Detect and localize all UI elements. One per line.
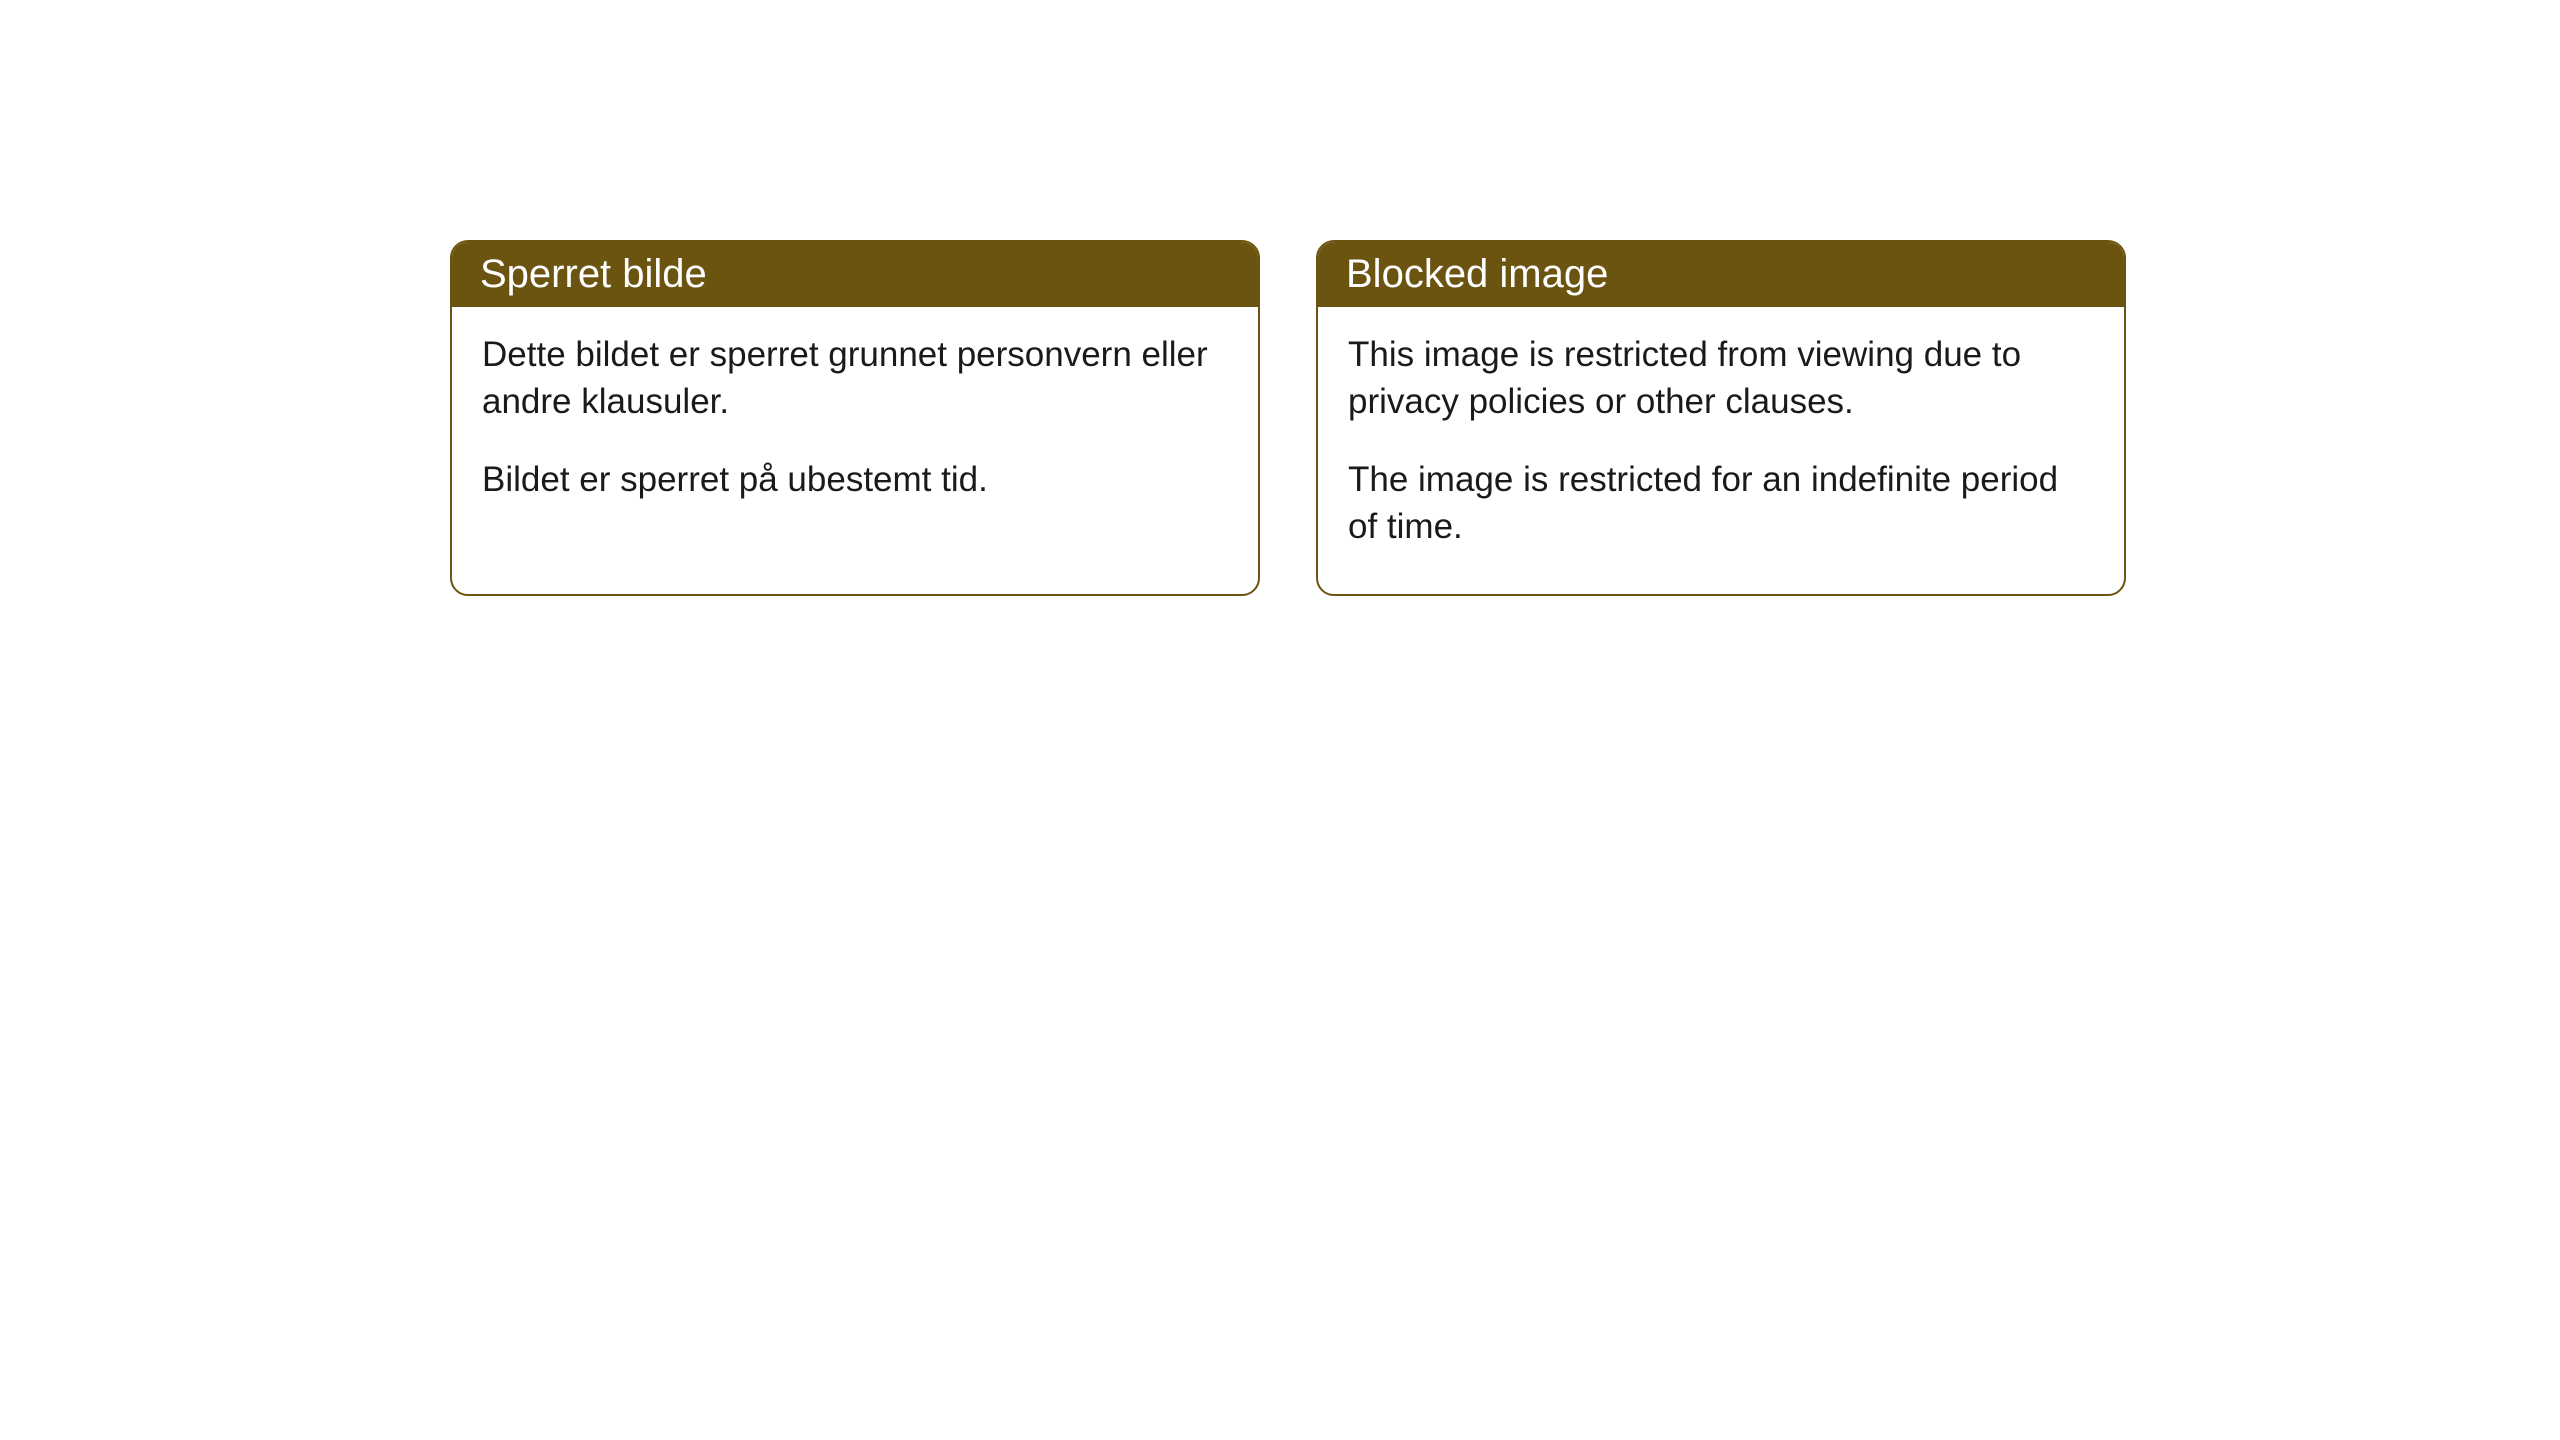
blocked-image-card-norwegian: Sperret bilde Dette bildet er sperret gr… — [450, 240, 1260, 596]
card-paragraph-1: This image is restricted from viewing du… — [1348, 331, 2094, 426]
card-title: Blocked image — [1346, 252, 1608, 296]
notice-cards-container: Sperret bilde Dette bildet er sperret gr… — [450, 240, 2126, 596]
card-body: Dette bildet er sperret grunnet personve… — [452, 307, 1258, 547]
blocked-image-card-english: Blocked image This image is restricted f… — [1316, 240, 2126, 596]
card-body: This image is restricted from viewing du… — [1318, 307, 2124, 594]
card-paragraph-2: Bildet er sperret på ubestemt tid. — [482, 456, 1228, 503]
card-title: Sperret bilde — [480, 252, 707, 296]
card-header: Sperret bilde — [452, 242, 1258, 307]
card-paragraph-2: The image is restricted for an indefinit… — [1348, 456, 2094, 551]
card-paragraph-1: Dette bildet er sperret grunnet personve… — [482, 331, 1228, 426]
card-header: Blocked image — [1318, 242, 2124, 307]
